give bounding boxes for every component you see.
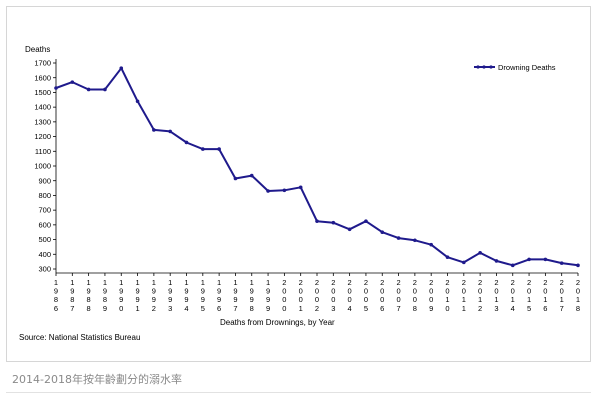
legend-marker [476, 65, 480, 69]
y-tick-label: 800 [38, 191, 51, 200]
legend: Drowning Deaths [474, 63, 556, 72]
data-point [576, 263, 580, 268]
y-tick-label: 1100 [35, 147, 51, 156]
data-point [184, 140, 189, 145]
y-tick-label: 300 [38, 265, 51, 274]
x-axis-label: Deaths from Drownings, by Year [220, 318, 335, 327]
data-point [478, 251, 482, 255]
data-point [543, 257, 548, 262]
image-caption: 2014-2018年按年齡劃分的溺水率 [12, 373, 182, 386]
data-point [494, 259, 499, 263]
data-point [70, 80, 75, 84]
data-point [527, 257, 531, 262]
data-point [380, 230, 385, 235]
y-tick-label: 1400 [34, 103, 51, 112]
data-point [510, 263, 515, 268]
y-tick-label: 1500 [34, 88, 51, 97]
y-tick-label: 400 [38, 250, 51, 259]
data-point [86, 87, 91, 92]
data-point [249, 173, 254, 178]
data-point [282, 188, 287, 193]
legend-marker [489, 65, 493, 69]
series-line [55, 67, 579, 267]
data-point [462, 260, 466, 265]
data-point [168, 129, 172, 134]
data-point [54, 86, 58, 90]
y-tick-label: 1700 [34, 59, 51, 68]
y-tick-label: 1600 [34, 73, 51, 82]
data-point [331, 220, 336, 225]
source-note: Source: National Statistics Bureau [19, 333, 140, 342]
y-axis: 300 400 500 600 700 800 900 1000 1100 1200 1300 140… [34, 59, 57, 274]
data-point [429, 242, 433, 247]
data-point [347, 227, 352, 232]
data-point [396, 236, 401, 240]
y-tick-label: 700 [38, 206, 51, 215]
series-drowning-deaths [54, 66, 580, 268]
chart-frame: Deaths 300 400 500 600 700 800 900 1000 1100 1200… [6, 6, 591, 362]
legend-marker [482, 65, 486, 69]
data-point [445, 255, 450, 260]
data-point [201, 147, 205, 151]
data-point [152, 128, 156, 132]
y-axis-label: Deaths [25, 45, 50, 54]
caption-divider [6, 392, 591, 393]
data-point [559, 261, 564, 265]
y-tick-label: 900 [38, 176, 51, 185]
data-point [217, 147, 221, 151]
data-point [119, 66, 124, 70]
data-point [315, 219, 319, 223]
y-tick-label: 1300 [34, 117, 51, 126]
data-point [413, 238, 417, 243]
y-tick-label: 1000 [34, 162, 51, 171]
line-chart: Deaths 300 400 500 600 700 800 900 1000 1100 1200… [19, 45, 580, 342]
data-point [298, 185, 303, 190]
data-point [364, 219, 368, 223]
data-point [233, 176, 238, 181]
data-point [266, 189, 270, 193]
data-point [103, 87, 107, 92]
x-axis: 1 9 8 6 1 9 8 7 1 9 8 8 1 9 8 9 1 9 9 0 1 9 9 1 1 9 9 2 1 9 9 3 1 9 9 4 1 9 9 5… [54, 272, 580, 313]
legend-label: Drowning Deaths [498, 63, 556, 72]
y-tick-label: 600 [38, 220, 51, 229]
data-point [135, 99, 140, 104]
y-tick-label: 500 [38, 235, 51, 244]
y-tick-label: 1200 [34, 132, 51, 141]
